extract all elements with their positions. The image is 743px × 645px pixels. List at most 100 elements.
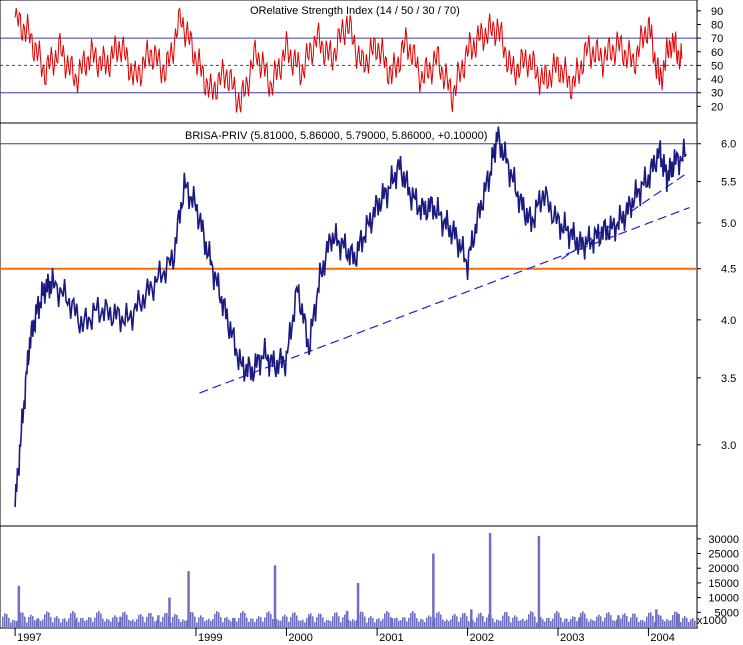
volume-bar bbox=[456, 616, 458, 627]
volume-bar bbox=[540, 616, 542, 627]
volume-bar bbox=[290, 617, 292, 627]
volume-bar bbox=[462, 613, 464, 627]
volume-bar bbox=[582, 611, 584, 627]
volume-bar bbox=[86, 619, 88, 627]
price-y-axis: 6.0 5.5 5.0 4.5 4.0 3.5 3.0 bbox=[697, 139, 736, 452]
volume-bar bbox=[240, 612, 242, 627]
volume-bar bbox=[34, 620, 36, 627]
volume-bar bbox=[602, 621, 604, 627]
volume-bar bbox=[198, 617, 200, 627]
x-tick-label: 1997 bbox=[17, 632, 41, 644]
volume-bar bbox=[660, 615, 662, 627]
rsi-tick-label: 50 bbox=[711, 60, 723, 72]
volume-tick-label: 30000 bbox=[708, 534, 739, 546]
volume-bar bbox=[50, 616, 52, 627]
price-tick-label: 3.0 bbox=[721, 440, 736, 452]
volume-bar bbox=[494, 622, 496, 627]
volume-bar bbox=[452, 615, 454, 627]
volume-bar bbox=[264, 617, 266, 627]
volume-bar bbox=[164, 613, 166, 627]
rsi-tick-label: 60 bbox=[711, 47, 723, 59]
volume-bar bbox=[116, 617, 118, 627]
volume-bar bbox=[398, 620, 400, 627]
volume-bar bbox=[134, 621, 136, 627]
volume-bar bbox=[460, 617, 462, 627]
volume-bar bbox=[172, 616, 174, 627]
volume-bar bbox=[108, 619, 110, 627]
volume-bar bbox=[276, 619, 278, 627]
volume-bar bbox=[144, 622, 146, 627]
volume-bar bbox=[498, 620, 500, 627]
volume-bar bbox=[324, 622, 326, 627]
volume-bar bbox=[80, 618, 82, 627]
volume-bar bbox=[424, 621, 426, 627]
volume-bar bbox=[638, 621, 640, 627]
volume-bar bbox=[526, 619, 528, 627]
volume-bar bbox=[404, 617, 406, 627]
volume-bar bbox=[626, 615, 628, 627]
volume-bar bbox=[682, 617, 684, 627]
volume-bar bbox=[688, 622, 690, 627]
volume-bar bbox=[606, 613, 608, 627]
volume-bar bbox=[448, 621, 450, 627]
volume-bar bbox=[294, 612, 296, 627]
volume-bar bbox=[636, 617, 638, 627]
volume-bar bbox=[384, 613, 386, 627]
volume-bar bbox=[84, 620, 86, 627]
volume-bar bbox=[196, 622, 198, 627]
volume-bar bbox=[310, 613, 312, 627]
price-series-line bbox=[14, 126, 687, 508]
volume-bar bbox=[32, 616, 34, 627]
volume-bar bbox=[440, 614, 442, 627]
volume-bar bbox=[130, 620, 132, 627]
volume-bar bbox=[634, 613, 636, 627]
x-tick-label: 2003 bbox=[560, 632, 584, 644]
volume-bar bbox=[256, 618, 258, 627]
volume-bar bbox=[572, 616, 574, 627]
volume-bar bbox=[677, 613, 680, 627]
volume-bar bbox=[280, 620, 282, 627]
volume-bar bbox=[242, 610, 244, 627]
volume-bar bbox=[62, 618, 64, 627]
volume-bar bbox=[655, 609, 658, 627]
volume-bar bbox=[302, 619, 304, 627]
volume-bar bbox=[684, 616, 686, 627]
volume-bar bbox=[332, 616, 334, 627]
volume-bar bbox=[510, 622, 512, 627]
volume-bar bbox=[506, 612, 508, 627]
volume-bar bbox=[612, 620, 614, 627]
volume-bar bbox=[496, 619, 498, 627]
volume-bar bbox=[370, 616, 372, 627]
volume-bar bbox=[466, 616, 468, 627]
volume-bar bbox=[446, 619, 448, 627]
price-panel: BRISA-PRIV (5.81000, 5.86000, 5.79000, 5… bbox=[0, 122, 736, 527]
rsi-tick-label: 20 bbox=[711, 101, 723, 113]
volume-bar bbox=[676, 611, 678, 627]
volume-bar bbox=[178, 618, 180, 627]
volume-bar bbox=[82, 617, 84, 627]
volume-bar bbox=[296, 615, 298, 627]
volume-bar bbox=[610, 615, 612, 627]
volume-bar bbox=[480, 612, 482, 627]
volume-bar bbox=[562, 622, 564, 627]
volume-bar bbox=[442, 619, 444, 627]
volume-y-axis: 30000 25000 20000 15000 10000 5000 bbox=[697, 534, 739, 619]
volume-bar bbox=[396, 617, 398, 627]
volume-bar bbox=[476, 617, 478, 627]
volume-bar bbox=[212, 619, 214, 627]
volume-bar bbox=[630, 617, 632, 627]
volume-bar bbox=[304, 622, 306, 627]
volume-bar bbox=[284, 614, 286, 627]
volume-bar bbox=[598, 614, 600, 627]
volume-panel-frame bbox=[0, 525, 698, 629]
volume-bar bbox=[362, 612, 364, 627]
volume-bar bbox=[272, 618, 274, 627]
volume-bar bbox=[180, 621, 182, 627]
volume-bar bbox=[628, 621, 630, 627]
volume-bar bbox=[124, 611, 126, 627]
volume-bar bbox=[140, 613, 142, 627]
volume-bar bbox=[406, 621, 408, 627]
volume-bar bbox=[194, 616, 196, 627]
volume-bar bbox=[156, 620, 158, 627]
